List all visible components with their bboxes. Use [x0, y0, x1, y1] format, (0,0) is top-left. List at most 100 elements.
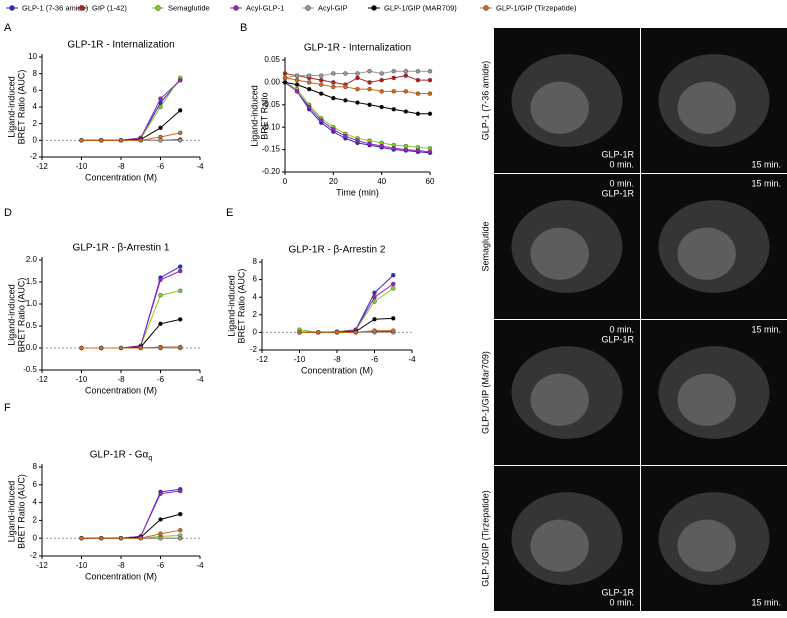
legend-marker: [371, 5, 377, 11]
data-point: [178, 108, 183, 113]
y-tick-label: -2: [30, 551, 38, 560]
y-tick-label: 4: [253, 292, 258, 301]
data-point: [306, 86, 312, 92]
data-point: [427, 68, 433, 74]
cell: [530, 519, 589, 572]
x-axis-label: Concentration (M): [301, 365, 373, 375]
data-point: [297, 330, 302, 335]
y-tick-label: 6: [33, 85, 38, 94]
data-point: [343, 98, 348, 103]
y-tick-label: -0.5: [23, 365, 37, 374]
data-point: [391, 107, 396, 112]
y-axis-label: BRET Ratio: [259, 92, 269, 139]
legend-label: Acyl-GIP: [318, 3, 348, 12]
y-axis-label: BRET Ratio (AUC): [16, 278, 26, 353]
data-point: [178, 288, 183, 293]
data-point: [118, 536, 124, 541]
y-tick-label: -0.05: [262, 100, 281, 109]
row-label: GLP-1 (7-36 amide): [480, 61, 490, 141]
overlay-label: GLP-1R: [601, 149, 634, 159]
title-subscript: q: [148, 455, 152, 462]
y-tick-label: 2.0: [26, 255, 38, 264]
chart-title: GLP-1R - Internalization: [304, 43, 411, 54]
data-point: [427, 149, 433, 155]
data-point: [415, 77, 421, 83]
legend-marker: [305, 5, 311, 11]
panel-label: D: [4, 207, 12, 219]
series-line: [81, 79, 181, 141]
data-point: [294, 77, 300, 83]
cell: [530, 81, 589, 134]
panel-label: C: [481, 0, 488, 10]
y-tick-label: 0: [33, 135, 38, 144]
y-axis-label: Ligand-induced: [226, 275, 236, 337]
x-tick-label: -4: [196, 375, 204, 384]
data-point: [178, 268, 183, 274]
data-point: [178, 488, 183, 494]
y-tick-label: 4: [33, 102, 38, 111]
data-point: [331, 95, 336, 101]
y-axis-label: BRET Ratio (AUC): [236, 269, 246, 344]
x-tick-label: 40: [377, 177, 386, 186]
data-point: [319, 82, 324, 87]
data-point: [331, 80, 336, 85]
data-point: [379, 77, 384, 83]
data-point: [343, 71, 348, 76]
cell: [677, 373, 736, 426]
data-point: [331, 127, 336, 132]
x-tick-label: -4: [196, 162, 204, 171]
series-line: [299, 330, 394, 333]
cell: [530, 227, 589, 280]
data-point: [391, 75, 396, 81]
data-point: [158, 321, 163, 326]
series-line: [81, 132, 181, 141]
x-tick-label: -6: [371, 355, 379, 364]
x-tick-label: -12: [36, 561, 48, 570]
data-point: [353, 330, 358, 335]
data-point: [178, 536, 183, 541]
data-point: [158, 517, 163, 522]
y-tick-label: 8: [33, 69, 38, 78]
y-tick-label: 0.5: [26, 321, 38, 330]
data-point: [367, 102, 372, 108]
data-point: [379, 104, 384, 110]
legend-marker: [79, 5, 85, 11]
row-label: GLP-1/GIP (Tirzepatide): [480, 490, 490, 587]
data-point: [294, 89, 300, 94]
x-tick-label: -10: [76, 375, 88, 384]
legend-label: Semaglutide: [168, 3, 210, 12]
data-point: [158, 134, 163, 140]
data-point: [99, 536, 104, 541]
cell: [677, 227, 736, 280]
data-point: [158, 531, 163, 536]
data-point: [367, 80, 372, 85]
y-axis-label: Ligand-induced: [6, 76, 16, 138]
data-point: [403, 109, 409, 114]
cell: [530, 373, 589, 426]
data-point: [372, 317, 377, 322]
y-tick-label: 2: [33, 119, 38, 128]
y-tick-label: -0.10: [262, 122, 281, 131]
y-axis-label: BRET Ratio (AUC): [16, 474, 26, 549]
legend-marker: [483, 5, 489, 11]
y-tick-label: 0: [33, 533, 38, 542]
data-point: [403, 89, 409, 94]
data-point: [355, 138, 360, 143]
data-point: [391, 68, 396, 74]
cell: [511, 200, 623, 293]
data-point: [178, 138, 183, 143]
x-tick-label: -8: [333, 355, 341, 364]
cell: [511, 346, 623, 439]
overlay-label: 0 min.: [609, 178, 634, 188]
x-tick-label: -8: [117, 375, 125, 384]
y-tick-label: 2: [33, 516, 38, 525]
data-point: [427, 77, 433, 83]
panel-label: B: [240, 22, 247, 34]
x-tick-label: 60: [426, 177, 435, 186]
series-line: [81, 290, 181, 349]
data-point: [158, 96, 163, 101]
cell: [658, 200, 770, 293]
data-point: [355, 71, 360, 76]
data-point: [319, 118, 324, 123]
